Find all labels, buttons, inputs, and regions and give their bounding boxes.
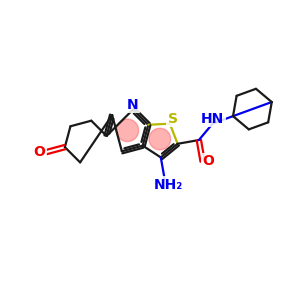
Circle shape	[116, 119, 139, 142]
Text: NH₂: NH₂	[154, 178, 183, 192]
Text: O: O	[33, 145, 45, 159]
Circle shape	[149, 128, 171, 150]
Text: HN: HN	[201, 112, 224, 126]
Text: O: O	[202, 154, 214, 168]
Text: S: S	[168, 112, 178, 126]
Text: N: N	[127, 98, 139, 112]
